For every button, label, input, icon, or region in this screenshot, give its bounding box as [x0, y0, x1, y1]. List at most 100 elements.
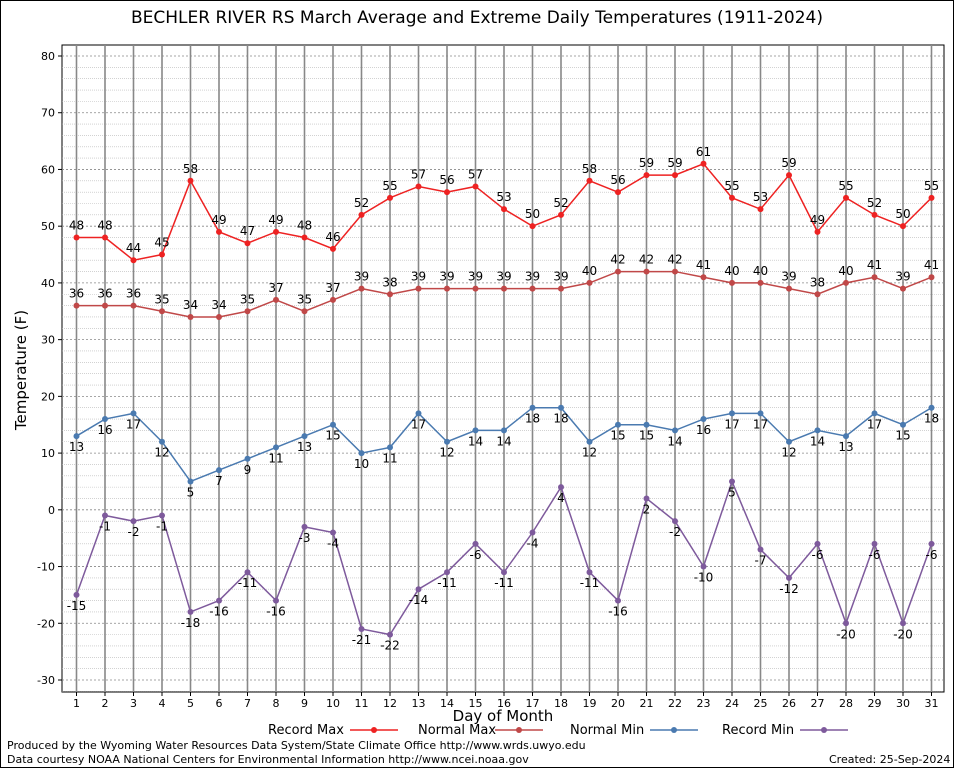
data-label: 34 [211, 298, 226, 312]
data-point [843, 433, 849, 440]
data-point [814, 291, 821, 298]
data-point [444, 438, 450, 445]
data-label: 12 [781, 446, 796, 460]
data-label: 15 [325, 429, 340, 443]
data-point [273, 228, 279, 235]
y-tick-label: -30 [37, 674, 55, 687]
data-point [187, 313, 194, 320]
data-label: 53 [753, 190, 768, 204]
data-label: 15 [895, 429, 910, 443]
data-point [757, 279, 764, 286]
data-point [216, 313, 222, 320]
data-point [501, 427, 507, 434]
data-point [900, 421, 906, 428]
data-label: -1 [156, 519, 168, 533]
data-point [529, 223, 536, 230]
data-point [415, 183, 422, 190]
x-tick-label: 20 [611, 697, 625, 710]
data-label: -3 [299, 531, 311, 545]
data-label: 35 [240, 292, 255, 306]
data-label: -11 [580, 576, 600, 590]
data-point [757, 410, 764, 417]
data-label: 40 [582, 264, 597, 278]
data-point [843, 194, 849, 201]
data-point [615, 268, 621, 275]
data-label: 14 [810, 434, 825, 448]
data-point [786, 285, 792, 292]
data-point [672, 518, 678, 525]
x-tick-label: 1 [73, 697, 80, 710]
x-tick-label: 2 [102, 697, 109, 710]
data-label: 36 [69, 287, 84, 301]
data-point [729, 194, 735, 201]
data-point [330, 421, 336, 428]
data-point [216, 228, 222, 235]
data-point [700, 416, 707, 423]
data-point [273, 444, 279, 451]
data-label: 58 [582, 162, 597, 176]
data-label: -7 [755, 554, 767, 568]
data-point [729, 279, 735, 286]
data-point [871, 410, 878, 417]
data-label: 45 [154, 236, 169, 250]
x-tick-label: 6 [216, 697, 223, 710]
data-label: 39 [525, 270, 540, 284]
data-point [130, 518, 137, 525]
data-point [871, 540, 878, 547]
data-label: -16 [266, 605, 286, 619]
x-tick-label: 12 [383, 697, 397, 710]
y-tick-label: 0 [48, 504, 55, 517]
data-label: -4 [327, 537, 339, 551]
data-point [330, 529, 336, 536]
data-label: 36 [126, 287, 141, 301]
data-label: -16 [209, 605, 229, 619]
data-label: 40 [838, 264, 853, 278]
data-point [358, 450, 365, 457]
data-label: 57 [468, 167, 483, 181]
data-label: 42 [667, 253, 682, 267]
data-point [529, 529, 536, 536]
data-label: 47 [240, 224, 255, 238]
data-label: 39 [553, 270, 568, 284]
x-tick-label: 21 [640, 697, 654, 710]
data-label: 48 [69, 219, 84, 233]
data-point [130, 302, 137, 309]
x-tick-label: 10 [326, 697, 340, 710]
data-label: 15 [610, 429, 625, 443]
data-point [814, 228, 821, 235]
data-label: 42 [610, 253, 625, 267]
data-label: 50 [525, 207, 540, 221]
data-point [871, 211, 878, 218]
data-point [615, 189, 621, 196]
y-tick-label: 70 [41, 107, 55, 120]
data-point [444, 189, 450, 196]
data-point [444, 569, 450, 576]
data-point [159, 251, 165, 258]
data-point [472, 540, 479, 547]
data-label: 4 [557, 491, 565, 505]
data-point [387, 631, 393, 638]
data-point [900, 285, 906, 292]
legend-label: Normal Max [418, 723, 496, 738]
data-point [928, 540, 935, 547]
data-label: 14 [667, 434, 682, 448]
y-tick-label: -10 [37, 561, 55, 574]
data-label: 36 [97, 287, 112, 301]
data-point [415, 285, 422, 292]
y-tick-label: 80 [41, 50, 55, 63]
data-point [387, 444, 393, 451]
data-point [643, 172, 650, 179]
data-point [843, 620, 849, 627]
data-point [216, 467, 222, 474]
y-tick-label: 10 [41, 447, 55, 460]
data-point [586, 569, 593, 576]
data-point [586, 279, 593, 286]
data-label: 55 [838, 179, 853, 193]
x-tick-label: 5 [187, 697, 194, 710]
data-point [643, 495, 650, 502]
data-point [643, 421, 650, 428]
data-label: 18 [924, 412, 939, 426]
data-label: 35 [297, 292, 312, 306]
data-label: 48 [97, 219, 112, 233]
